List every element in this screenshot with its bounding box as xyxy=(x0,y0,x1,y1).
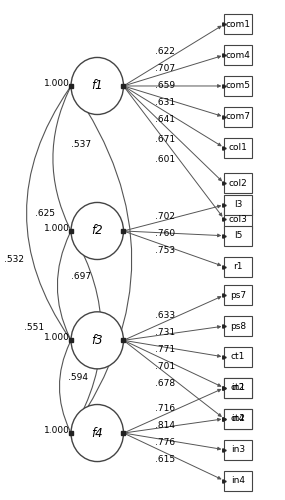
Text: .671: .671 xyxy=(155,135,175,144)
FancyBboxPatch shape xyxy=(224,409,252,429)
Text: r1: r1 xyxy=(233,262,243,271)
Text: .701: .701 xyxy=(155,362,175,371)
FancyArrowPatch shape xyxy=(60,343,70,430)
Text: .760: .760 xyxy=(155,229,175,238)
Text: .594: .594 xyxy=(68,372,88,382)
FancyBboxPatch shape xyxy=(224,76,252,96)
Text: 1.000: 1.000 xyxy=(44,224,70,233)
Text: col3: col3 xyxy=(229,214,247,224)
FancyBboxPatch shape xyxy=(224,256,252,276)
Ellipse shape xyxy=(71,312,123,369)
FancyBboxPatch shape xyxy=(224,107,252,127)
Text: .615: .615 xyxy=(155,454,175,464)
Text: f4: f4 xyxy=(91,426,103,440)
Text: in1: in1 xyxy=(231,384,245,392)
Text: .532: .532 xyxy=(5,255,25,264)
FancyBboxPatch shape xyxy=(224,409,252,429)
FancyBboxPatch shape xyxy=(224,14,252,34)
Text: l3: l3 xyxy=(234,200,242,209)
Text: .702: .702 xyxy=(155,212,175,221)
Text: in2: in2 xyxy=(231,414,245,424)
Ellipse shape xyxy=(71,404,123,462)
Text: 1.000: 1.000 xyxy=(44,426,70,435)
FancyBboxPatch shape xyxy=(224,226,252,246)
FancyArrowPatch shape xyxy=(73,88,132,431)
Text: .641: .641 xyxy=(155,116,175,124)
FancyBboxPatch shape xyxy=(224,195,252,215)
FancyBboxPatch shape xyxy=(224,347,252,367)
Text: col1: col1 xyxy=(229,144,247,152)
FancyBboxPatch shape xyxy=(224,45,252,65)
Text: .776: .776 xyxy=(155,438,175,446)
FancyBboxPatch shape xyxy=(224,378,252,398)
Text: f3: f3 xyxy=(91,334,103,347)
FancyArrowPatch shape xyxy=(27,88,70,338)
Text: .625: .625 xyxy=(35,208,55,218)
Ellipse shape xyxy=(71,202,123,260)
FancyBboxPatch shape xyxy=(224,378,252,398)
Text: .814: .814 xyxy=(155,420,175,430)
Text: .753: .753 xyxy=(155,246,175,255)
Text: ct2: ct2 xyxy=(231,384,245,392)
Text: l5: l5 xyxy=(234,231,242,240)
Text: ct4: ct4 xyxy=(231,414,245,424)
FancyBboxPatch shape xyxy=(224,470,252,490)
Text: in3: in3 xyxy=(231,445,245,454)
Text: in4: in4 xyxy=(231,476,245,485)
Text: col2: col2 xyxy=(229,179,247,188)
Text: com5: com5 xyxy=(225,82,251,90)
FancyBboxPatch shape xyxy=(224,285,252,305)
Text: .631: .631 xyxy=(155,98,175,108)
Text: .551: .551 xyxy=(24,323,44,332)
Ellipse shape xyxy=(71,58,123,114)
FancyBboxPatch shape xyxy=(224,138,252,158)
Text: .537: .537 xyxy=(71,140,91,148)
Text: .622: .622 xyxy=(155,48,175,56)
Text: 1.000: 1.000 xyxy=(44,334,70,342)
FancyArrowPatch shape xyxy=(57,234,70,338)
FancyArrowPatch shape xyxy=(72,234,101,430)
Text: .601: .601 xyxy=(155,154,175,164)
FancyBboxPatch shape xyxy=(224,440,252,460)
Text: .731: .731 xyxy=(155,328,175,337)
Text: .707: .707 xyxy=(155,64,175,74)
Text: .633: .633 xyxy=(155,311,175,320)
Text: 1.000: 1.000 xyxy=(44,79,70,88)
Text: .678: .678 xyxy=(155,379,175,388)
FancyBboxPatch shape xyxy=(224,209,252,229)
FancyArrowPatch shape xyxy=(53,88,70,228)
Text: com1: com1 xyxy=(225,20,251,28)
Text: f2: f2 xyxy=(91,224,103,237)
Text: com7: com7 xyxy=(225,112,251,122)
FancyBboxPatch shape xyxy=(224,316,252,336)
Text: ps7: ps7 xyxy=(230,290,246,300)
FancyBboxPatch shape xyxy=(224,174,252,194)
Text: .697: .697 xyxy=(71,272,91,280)
Text: f1: f1 xyxy=(91,80,103,92)
Text: ct1: ct1 xyxy=(231,352,245,362)
Text: .771: .771 xyxy=(155,345,175,354)
Text: ps8: ps8 xyxy=(230,322,246,330)
Text: com4: com4 xyxy=(226,50,251,59)
Text: .659: .659 xyxy=(155,82,175,90)
Text: .716: .716 xyxy=(155,404,175,412)
